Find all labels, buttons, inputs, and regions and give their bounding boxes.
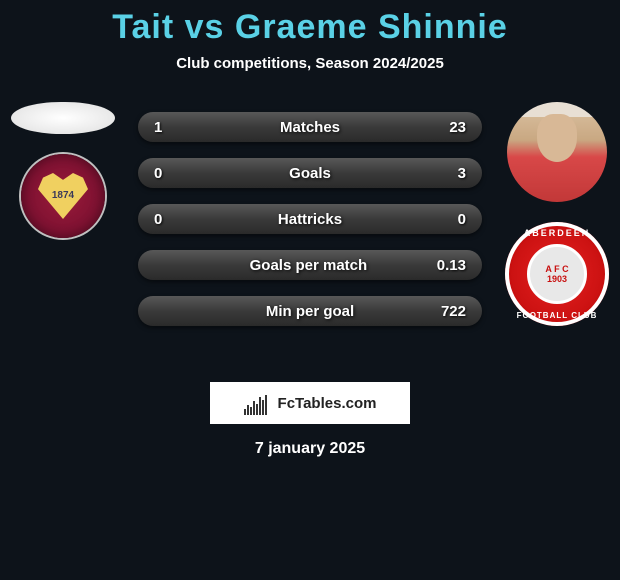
hearts-badge: 1874 <box>21 154 105 238</box>
attribution-text: FcTables.com <box>278 395 377 412</box>
stat-row: Min per goal 722 <box>138 296 482 326</box>
stat-bars: 1 Matches 23 0 Goals 3 0 Hattricks 0 Goa… <box>138 112 482 342</box>
fctables-logo-icon <box>244 391 272 415</box>
stat-row: 0 Goals 3 <box>138 158 482 188</box>
stat-right-value: 3 <box>432 165 482 182</box>
stat-row: 1 Matches 23 <box>138 112 482 142</box>
player-right-column: ABERDEEN A F C 1903 FOOTBALL CLUB <box>502 102 612 326</box>
comparison-content: 1874 ABERDEEN A F C 1903 FOOTBALL CLUB 1… <box>0 102 620 362</box>
date-text: 7 january 2025 <box>0 440 620 458</box>
stat-label: Matches <box>188 119 432 136</box>
stat-right-value: 722 <box>432 303 482 320</box>
player-left-avatar-placeholder <box>11 102 115 134</box>
stat-row: Goals per match 0.13 <box>138 250 482 280</box>
page-title: Tait vs Graeme Shinnie <box>0 8 620 47</box>
stat-left-value: 1 <box>138 119 188 136</box>
player-right-avatar <box>507 102 607 202</box>
aberdeen-inner-circle: A F C 1903 <box>527 244 587 304</box>
stat-label: Goals per match <box>188 257 429 274</box>
stat-label: Hattricks <box>188 211 432 228</box>
aberdeen-label-top: ABERDEEN <box>524 228 591 238</box>
stat-label: Min per goal <box>188 303 432 320</box>
subtitle: Club competitions, Season 2024/2025 <box>0 55 620 72</box>
attribution-badge: FcTables.com <box>210 382 410 424</box>
stat-left-value: 0 <box>138 211 188 228</box>
aberdeen-year: 1903 <box>547 274 567 284</box>
stat-right-value: 0.13 <box>429 257 482 274</box>
stat-right-value: 23 <box>432 119 482 136</box>
aberdeen-initials: A F C <box>545 264 568 274</box>
stat-left-value: 0 <box>138 165 188 182</box>
aberdeen-label-bottom: FOOTBALL CLUB <box>517 311 598 320</box>
stat-row: 0 Hattricks 0 <box>138 204 482 234</box>
aberdeen-badge: ABERDEEN A F C 1903 FOOTBALL CLUB <box>505 222 609 326</box>
stat-right-value: 0 <box>432 211 482 228</box>
hearts-year: 1874 <box>52 190 74 201</box>
player-left-club-badge: 1874 <box>21 154 105 238</box>
stat-label: Goals <box>188 165 432 182</box>
player-left-column: 1874 <box>8 102 118 238</box>
